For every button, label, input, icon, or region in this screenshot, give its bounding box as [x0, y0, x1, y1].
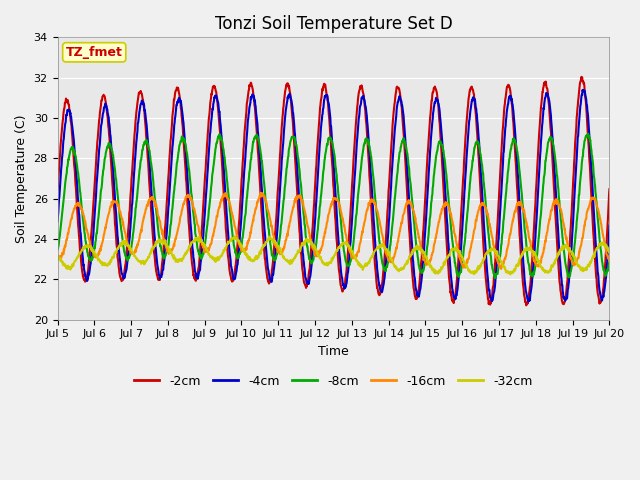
- -16cm: [497, 266, 505, 272]
- -8cm: [288, 134, 296, 140]
- -32cm: [368, 253, 376, 259]
- Y-axis label: Soil Temperature (C): Soil Temperature (C): [15, 114, 28, 243]
- -4cm: [119, 273, 127, 278]
- -32cm: [605, 250, 613, 255]
- -2cm: [288, 107, 296, 112]
- -4cm: [605, 223, 613, 228]
- -8cm: [584, 131, 592, 136]
- -2cm: [309, 217, 317, 223]
- -32cm: [506, 272, 514, 277]
- -2cm: [54, 187, 61, 192]
- -16cm: [288, 209, 296, 215]
- -8cm: [97, 197, 104, 203]
- -2cm: [368, 210, 376, 216]
- -16cm: [368, 199, 376, 204]
- Line: -16cm: -16cm: [58, 193, 609, 269]
- -32cm: [54, 253, 61, 259]
- Legend: -2cm, -4cm, -8cm, -16cm, -32cm: -2cm, -4cm, -8cm, -16cm, -32cm: [129, 370, 538, 393]
- -4cm: [300, 252, 307, 258]
- -8cm: [300, 207, 307, 213]
- -2cm: [605, 186, 613, 192]
- Title: Tonzi Soil Temperature Set D: Tonzi Soil Temperature Set D: [214, 15, 452, 33]
- -16cm: [54, 253, 61, 259]
- -8cm: [491, 276, 499, 281]
- -4cm: [288, 99, 296, 105]
- -8cm: [54, 247, 61, 252]
- -4cm: [368, 181, 376, 187]
- -2cm: [119, 276, 127, 282]
- -2cm: [97, 107, 104, 113]
- -16cm: [605, 256, 613, 262]
- Line: -8cm: -8cm: [58, 133, 609, 278]
- Line: -32cm: -32cm: [58, 236, 609, 275]
- X-axis label: Time: Time: [318, 345, 349, 358]
- -8cm: [605, 258, 613, 264]
- -2cm: [300, 272, 307, 277]
- -4cm: [579, 87, 586, 93]
- -8cm: [309, 258, 317, 264]
- -32cm: [119, 241, 127, 247]
- Line: -4cm: -4cm: [58, 90, 609, 301]
- -16cm: [300, 204, 307, 209]
- -2cm: [522, 302, 530, 308]
- -8cm: [368, 158, 376, 164]
- -8cm: [119, 238, 127, 244]
- Text: TZ_fmet: TZ_fmet: [66, 46, 123, 59]
- -16cm: [97, 246, 104, 252]
- -2cm: [578, 74, 586, 80]
- -32cm: [310, 244, 317, 250]
- -4cm: [54, 219, 61, 225]
- -32cm: [300, 239, 307, 245]
- -16cm: [257, 190, 264, 196]
- -4cm: [525, 299, 532, 304]
- -32cm: [231, 233, 239, 239]
- -4cm: [97, 135, 104, 141]
- -16cm: [310, 247, 317, 252]
- Line: -2cm: -2cm: [58, 77, 609, 305]
- -4cm: [309, 246, 317, 252]
- -32cm: [97, 259, 104, 265]
- -16cm: [119, 222, 127, 228]
- -32cm: [288, 258, 296, 264]
